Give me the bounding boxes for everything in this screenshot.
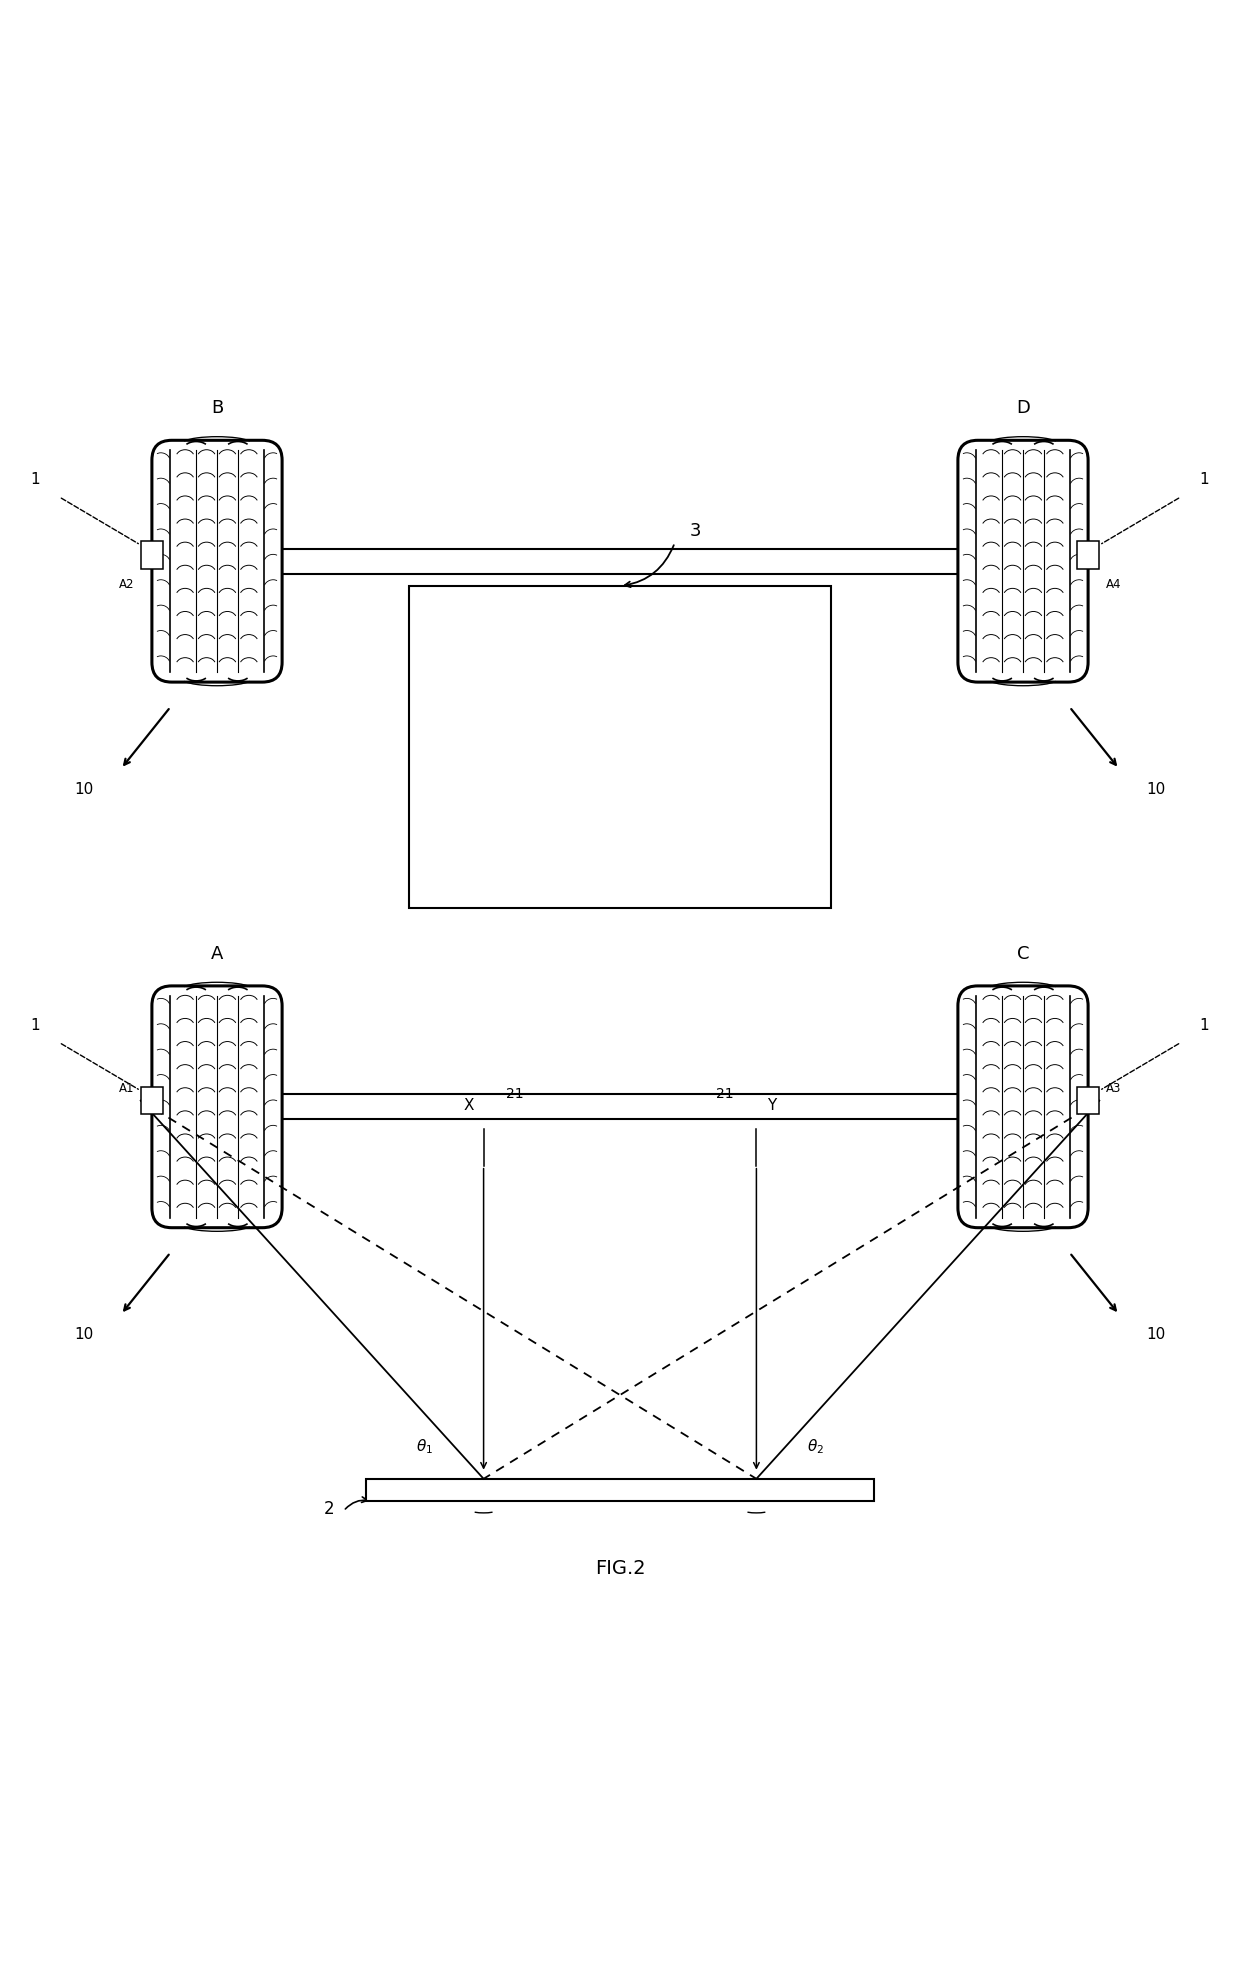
Text: A2: A2 bbox=[119, 578, 134, 591]
Text: 10: 10 bbox=[74, 781, 93, 797]
Text: D: D bbox=[1016, 400, 1030, 417]
Text: $\theta_1$: $\theta_1$ bbox=[415, 1438, 433, 1456]
Text: X: X bbox=[464, 1098, 474, 1114]
Bar bbox=[141, 542, 164, 568]
Text: 10: 10 bbox=[74, 1327, 93, 1343]
Bar bbox=[366, 1480, 874, 1501]
Text: 1: 1 bbox=[31, 1019, 40, 1033]
Text: $\theta_2$: $\theta_2$ bbox=[807, 1438, 825, 1456]
Bar bbox=[1076, 1088, 1099, 1114]
Text: 2: 2 bbox=[324, 1499, 335, 1517]
Text: A3: A3 bbox=[1106, 1082, 1121, 1096]
Text: B: B bbox=[211, 400, 223, 417]
Text: 1: 1 bbox=[31, 473, 40, 487]
FancyBboxPatch shape bbox=[957, 985, 1089, 1228]
Text: 10: 10 bbox=[1147, 1327, 1166, 1343]
Text: Y: Y bbox=[766, 1098, 776, 1114]
Text: A: A bbox=[211, 945, 223, 963]
Text: 21: 21 bbox=[717, 1086, 734, 1100]
Bar bbox=[409, 585, 831, 908]
Text: 1: 1 bbox=[1199, 1019, 1209, 1033]
Bar bbox=[1076, 542, 1099, 568]
Text: 21: 21 bbox=[506, 1086, 523, 1100]
Text: A1: A1 bbox=[119, 1082, 134, 1096]
Text: FIG.2: FIG.2 bbox=[595, 1559, 645, 1578]
FancyBboxPatch shape bbox=[151, 985, 281, 1228]
FancyBboxPatch shape bbox=[957, 441, 1089, 682]
Text: 10: 10 bbox=[1147, 781, 1166, 797]
Text: 1: 1 bbox=[1199, 473, 1209, 487]
Text: 3: 3 bbox=[691, 522, 702, 540]
FancyBboxPatch shape bbox=[151, 441, 281, 682]
Text: A4: A4 bbox=[1106, 578, 1121, 591]
Text: C: C bbox=[1017, 945, 1029, 963]
Bar bbox=[141, 1088, 164, 1114]
